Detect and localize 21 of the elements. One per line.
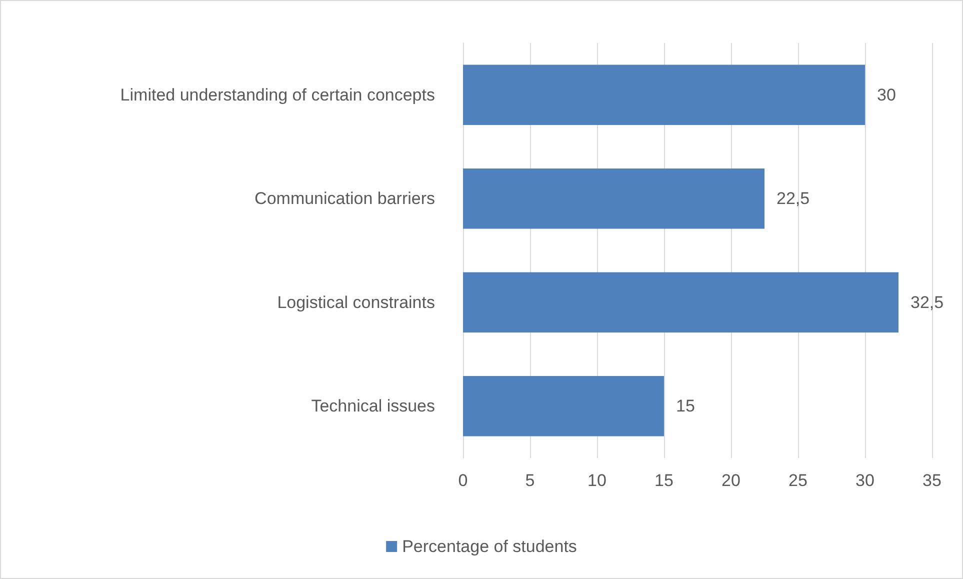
x-tick-label: 10 [588, 471, 606, 490]
y-tick-label: Limited understanding of certain concepts [120, 85, 435, 104]
data-label: 32,5 [910, 292, 944, 312]
y-tick-label: Communication barriers [254, 189, 435, 208]
data-label: 30 [877, 85, 896, 104]
y-tick-label: Logistical constraints [277, 292, 435, 312]
x-tick-label: 35 [922, 471, 942, 490]
bar [463, 64, 865, 125]
bar [463, 272, 898, 332]
bar [463, 376, 664, 436]
data-label: 22,5 [776, 189, 810, 208]
x-tick-label: 30 [856, 471, 874, 490]
x-tick-label: 5 [525, 471, 535, 490]
legend-label: Percentage of students [402, 537, 577, 556]
x-tick-label: 20 [722, 471, 740, 490]
x-tick-label: 0 [458, 471, 468, 490]
x-tick-label: 25 [788, 471, 808, 490]
data-label: 15 [676, 396, 695, 416]
x-tick-label: 15 [654, 471, 674, 490]
y-tick-label: Technical issues [311, 396, 435, 416]
bar [463, 168, 764, 229]
